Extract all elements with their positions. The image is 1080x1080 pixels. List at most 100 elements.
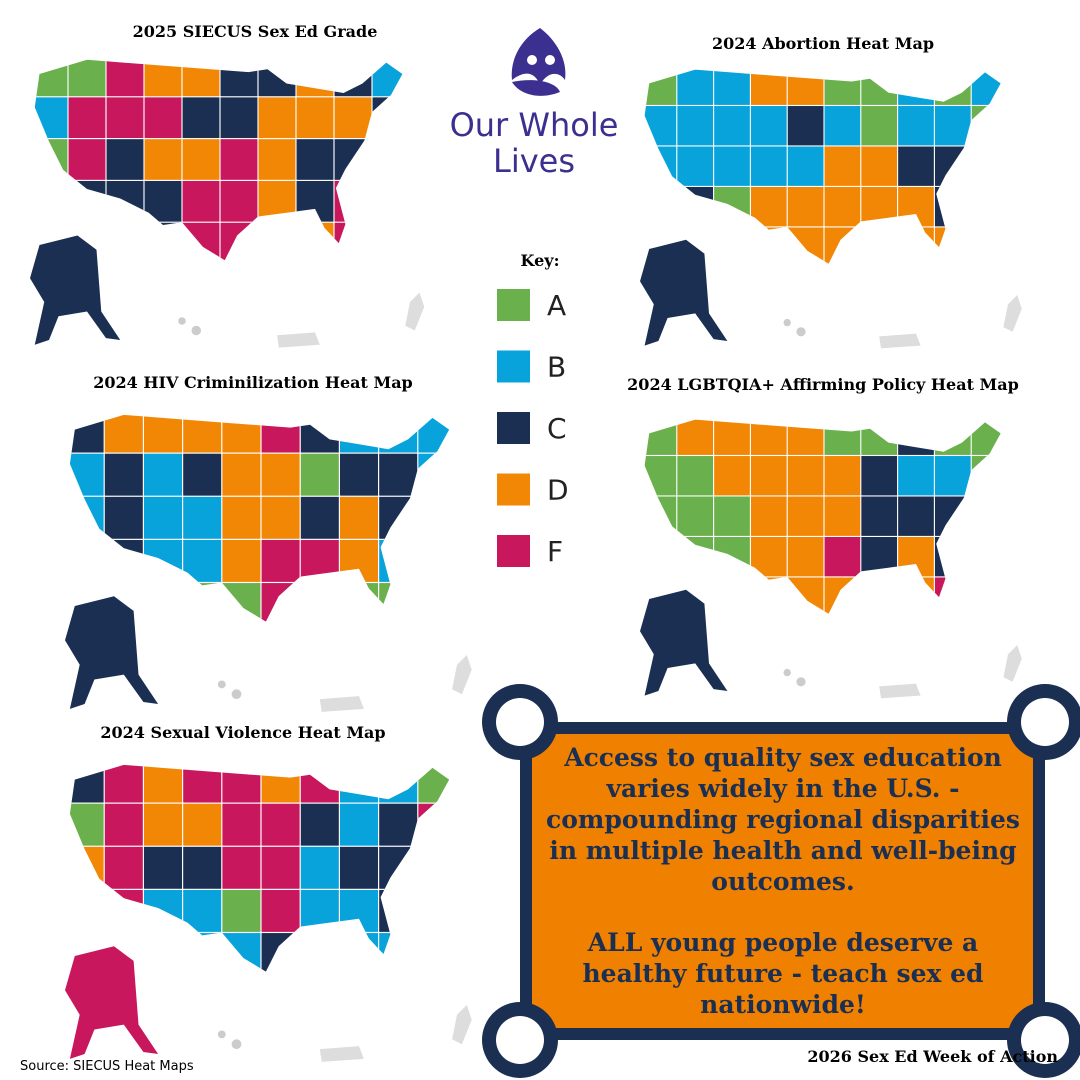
state-region — [713, 535, 752, 578]
state-region — [221, 538, 263, 584]
state-region — [333, 59, 374, 98]
state-region — [105, 138, 146, 182]
state-region — [221, 495, 263, 541]
state-region — [417, 931, 450, 972]
state-region — [713, 185, 752, 228]
state-region — [143, 221, 184, 261]
alaska — [640, 589, 728, 696]
callout-paragraph: Access to quality sex education varies w… — [546, 743, 1020, 896]
map-title: 2024 HIV Criminilization Heat Map — [93, 373, 413, 392]
state-region — [181, 179, 222, 224]
state-region — [417, 888, 450, 934]
state-region — [378, 845, 419, 891]
state-region — [378, 495, 419, 541]
state-region — [897, 419, 936, 457]
us-map — [640, 419, 1022, 699]
territory — [452, 655, 472, 695]
state-region — [823, 419, 862, 457]
state-region — [970, 419, 1001, 457]
state-region — [333, 221, 374, 261]
state-region — [142, 581, 184, 622]
state-region — [897, 145, 936, 188]
state-region — [823, 104, 862, 147]
key-label: F — [547, 535, 563, 568]
alaska — [65, 596, 159, 709]
state-region — [713, 419, 752, 457]
state-region — [676, 419, 715, 457]
state-region — [143, 179, 184, 224]
state-region — [970, 69, 1001, 107]
us-map — [65, 764, 472, 1062]
states — [644, 69, 1001, 264]
key-swatch — [497, 289, 530, 321]
state-region — [105, 221, 146, 261]
source: Source: SIECUS Heat Maps — [20, 1059, 194, 1074]
states — [69, 414, 450, 622]
state-region — [142, 495, 184, 541]
state-region — [933, 69, 973, 107]
state-region — [860, 576, 899, 614]
state-region — [143, 138, 184, 182]
state-region — [644, 104, 678, 147]
state-region — [257, 138, 298, 182]
hawaii — [231, 689, 242, 700]
key-label: A — [547, 289, 566, 322]
state-region — [260, 414, 302, 455]
hawaii — [783, 668, 791, 677]
state-region — [69, 414, 106, 455]
territory — [319, 696, 364, 712]
state-region — [897, 576, 936, 614]
state-region — [142, 538, 184, 584]
state-region — [786, 535, 826, 578]
state-region — [103, 452, 145, 498]
state-region — [786, 454, 826, 497]
state-region — [182, 845, 223, 891]
state-region — [378, 538, 419, 584]
state-region — [644, 185, 678, 228]
state-region — [823, 226, 862, 264]
map-title: 2024 LGBTQIA+ Affirming Policy Heat Map — [627, 375, 1019, 394]
state-region — [644, 535, 678, 578]
state-region — [69, 888, 106, 934]
state-region — [105, 59, 146, 98]
state-region — [860, 535, 899, 578]
hawaii — [796, 677, 806, 687]
state-region — [970, 535, 1001, 578]
state-region — [338, 414, 380, 455]
state-region — [860, 495, 899, 538]
state-region — [69, 495, 106, 541]
state-region — [219, 138, 260, 182]
state-region — [933, 226, 973, 264]
state-region — [260, 764, 302, 805]
state-region — [676, 495, 715, 538]
state-region — [378, 581, 419, 622]
territory — [1003, 645, 1022, 682]
state-region — [142, 414, 184, 455]
state-region — [338, 538, 380, 584]
state-region — [221, 581, 263, 622]
state-region — [182, 931, 223, 972]
state-region — [713, 69, 752, 107]
state-region — [260, 538, 302, 584]
state-region — [897, 69, 936, 107]
states — [69, 764, 450, 972]
territory — [405, 292, 425, 331]
map-title: 2025 SIECUS Sex Ed Grade — [133, 22, 378, 41]
state-region — [676, 535, 715, 578]
state-region — [338, 581, 380, 622]
state-region — [221, 802, 263, 848]
state-region — [371, 138, 403, 182]
key-swatch — [497, 412, 530, 444]
state-region — [417, 538, 450, 584]
state-region — [260, 802, 302, 848]
state-region — [299, 764, 341, 805]
state-region — [338, 888, 380, 934]
state-region — [378, 764, 419, 805]
state-region — [219, 179, 260, 224]
state-region — [786, 104, 826, 147]
state-region — [676, 145, 715, 188]
state-region — [34, 179, 70, 224]
state-region — [143, 59, 184, 98]
state-region — [181, 96, 222, 140]
